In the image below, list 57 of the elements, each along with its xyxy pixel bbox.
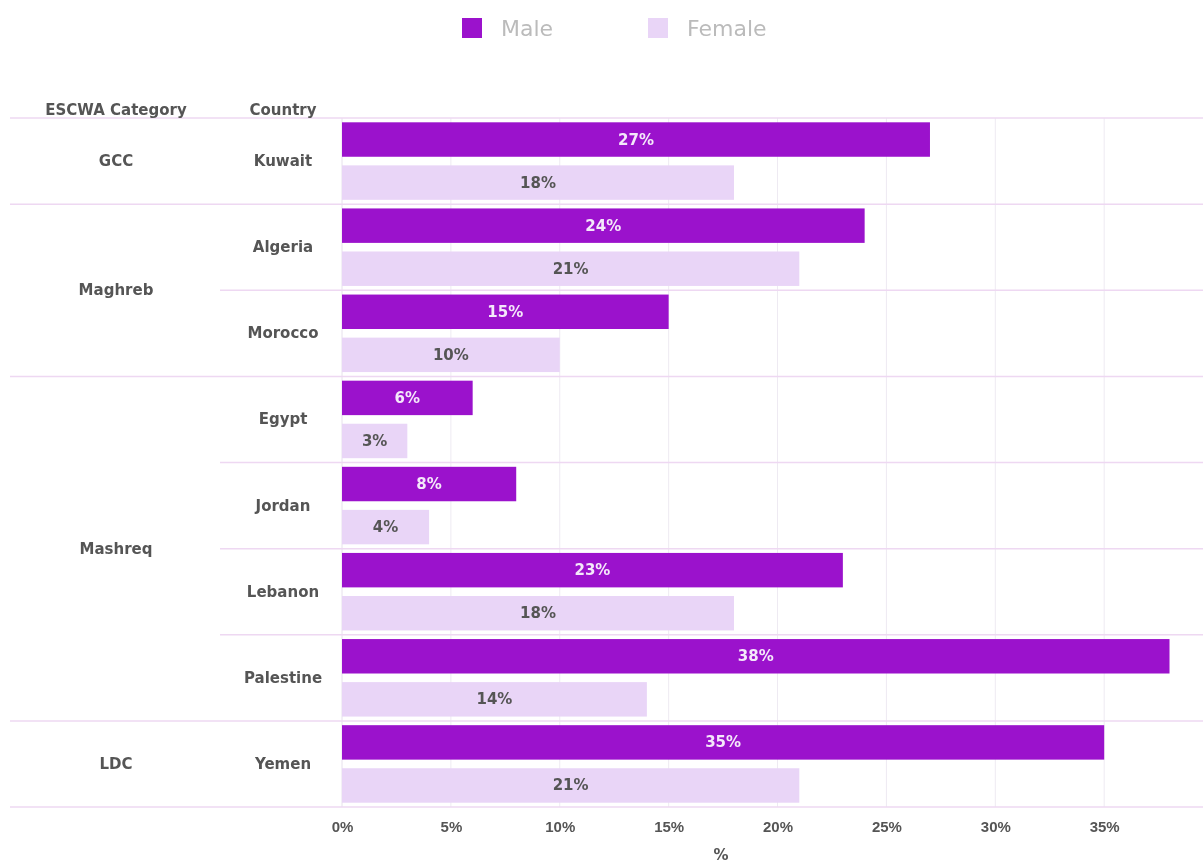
bar [342, 122, 930, 157]
bar [342, 509, 430, 545]
data-label: 8% [416, 475, 442, 494]
data-label: 21% [552, 259, 589, 278]
x-tick-label: 30% [980, 817, 1011, 835]
data-label: 27% [618, 130, 654, 149]
data-label: 35% [705, 733, 742, 752]
bar [342, 595, 734, 631]
data-label: 10% [432, 345, 469, 364]
bar [342, 552, 843, 588]
x-tick-label: 20% [763, 817, 794, 835]
x-tick-label: 25% [871, 817, 902, 835]
x-tick-label: 5% [440, 817, 463, 835]
data-label: 15% [487, 302, 524, 321]
bar [342, 165, 734, 200]
data-label: 23% [574, 561, 611, 580]
legend-label: Female [687, 16, 767, 41]
y-tick-label: Morocco [247, 324, 319, 343]
data-label: 18% [520, 604, 556, 623]
y-tick-label: Algeria [252, 238, 314, 257]
bar [342, 639, 1170, 674]
text: ESCWA Category [45, 101, 187, 119]
y-tick-label: Jordan [254, 496, 311, 515]
y-axis-title: Country [249, 101, 317, 119]
x-axis-title: % [713, 846, 729, 861]
data-label: 18% [520, 173, 556, 192]
y-tick-label: Lebanon [246, 582, 320, 601]
bar [342, 682, 647, 717]
data-label: 14% [476, 690, 513, 709]
x-tick-label: 35% [1089, 817, 1120, 835]
x-tick-label: 10% [545, 817, 576, 835]
legend-label: Male [501, 16, 554, 41]
text: LDC [99, 754, 133, 773]
bar [342, 294, 669, 330]
bar [342, 380, 473, 416]
y-tick-label: Palestine [243, 668, 323, 687]
x-tick-label: 0% [331, 817, 354, 835]
bar [342, 337, 560, 373]
x-tick-label: 15% [654, 817, 685, 835]
data-label: 6% [394, 388, 421, 407]
text: GCC [98, 152, 134, 171]
bar [342, 466, 517, 502]
text: Mashreq [79, 539, 153, 558]
data-label: 38% [737, 647, 774, 666]
data-label: 24% [585, 216, 622, 235]
y-tick-label: Kuwait [253, 152, 313, 171]
data-label: 4% [372, 518, 399, 537]
y-tick-label: Egypt [258, 410, 308, 429]
bar [342, 725, 1105, 760]
bar [342, 251, 800, 286]
data-label: 3% [361, 431, 388, 450]
data-label: 21% [552, 776, 589, 795]
bar [342, 423, 408, 459]
text: Maghreb [78, 281, 154, 300]
bar [342, 768, 800, 803]
y-tick-label: Yemen [253, 754, 312, 773]
bar [342, 208, 865, 243]
